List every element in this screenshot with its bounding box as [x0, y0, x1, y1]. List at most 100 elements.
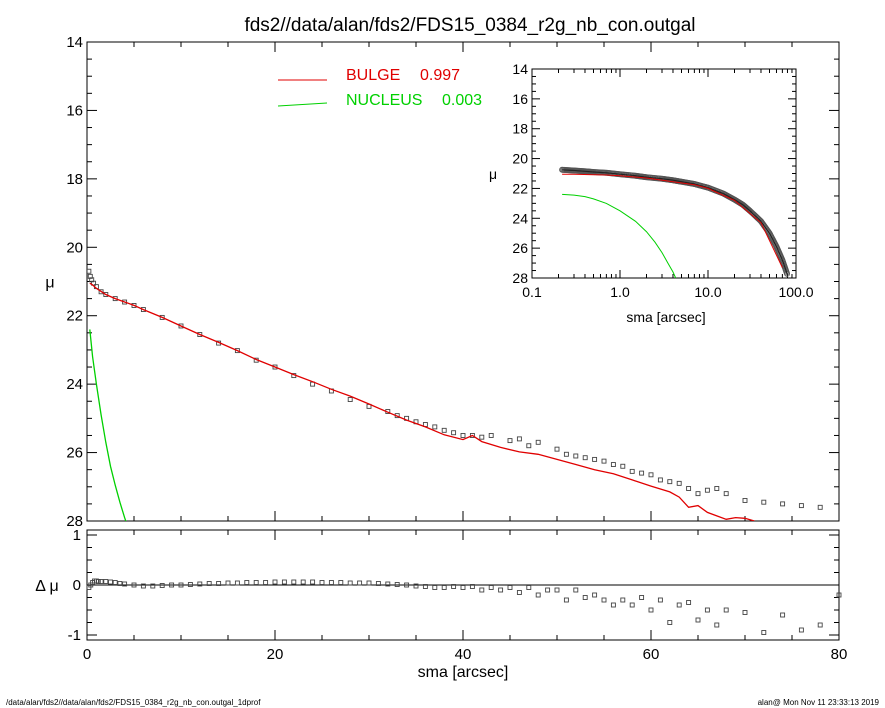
main-data-point	[87, 268, 92, 274]
residual-x-tick-label: 40	[455, 646, 472, 663]
inset-x-tick-label: 10.0	[694, 284, 721, 300]
residual-point	[563, 597, 569, 603]
main-data-point	[695, 491, 701, 497]
residual-point	[178, 582, 184, 588]
residual-point	[667, 620, 673, 625]
residual-point	[573, 587, 579, 593]
main-data-point	[122, 299, 128, 305]
residual-point	[263, 580, 269, 585]
inset-x-tick-label: 100.0	[778, 284, 813, 300]
main-data-markers	[87, 268, 823, 510]
residual-x-tick-label: 80	[831, 646, 848, 663]
inset-y-tick-label: 22	[512, 180, 528, 196]
main-data-point	[686, 486, 692, 491]
inset-y-tick-label: 24	[512, 210, 528, 226]
main-y-tick-label: 28	[66, 513, 83, 530]
main-data-point	[601, 458, 607, 464]
inset-y-tick-label: 14	[512, 61, 528, 77]
residual-point	[516, 590, 522, 595]
residual-point	[780, 612, 786, 618]
main-data-point	[197, 332, 203, 337]
residual-point	[253, 580, 259, 585]
main-data-point	[479, 434, 485, 440]
legend-nucleus-value: 0.003	[442, 92, 482, 109]
residual-point	[328, 580, 334, 585]
main-data-point	[87, 273, 93, 279]
residual-point	[695, 617, 701, 623]
main-data-point	[140, 307, 146, 313]
residual-point	[657, 597, 663, 603]
residual-point	[676, 602, 682, 608]
residual-point	[300, 579, 306, 585]
residual-point	[216, 581, 222, 586]
residual-point	[272, 579, 278, 585]
main-data-point	[432, 424, 438, 430]
main-data-point	[131, 303, 137, 308]
main-data-point	[178, 323, 184, 329]
main-y-tick-label: 14	[66, 34, 83, 51]
main-data-point	[234, 348, 240, 354]
residual-point	[310, 579, 316, 585]
inset-bulge-line	[562, 173, 783, 268]
residual-point	[441, 585, 447, 590]
main-data-point	[704, 487, 710, 493]
residual-point	[620, 597, 626, 603]
inset-y-tick-label: 26	[512, 240, 528, 256]
residual-point	[98, 579, 104, 584]
main-data-point	[563, 451, 569, 457]
main-data-point	[629, 468, 635, 474]
residual-point	[112, 580, 118, 585]
main-data-point	[667, 479, 673, 485]
residual-point	[150, 583, 156, 589]
residual-point	[244, 580, 250, 585]
inset-y-tick-label: 20	[512, 151, 528, 167]
main-data-point	[573, 453, 579, 459]
residual-point	[582, 595, 588, 600]
footer-right: alan@ Mon Nov 11 23:33:13 2019	[758, 698, 880, 707]
main-data-point	[639, 470, 645, 476]
inset-frame	[531, 68, 797, 279]
main-data-point	[103, 292, 109, 297]
inset-y-tick-label: 16	[512, 91, 528, 107]
residual-point	[206, 581, 212, 586]
main-data-point	[582, 455, 588, 461]
residual-point	[714, 622, 720, 628]
residual-point	[498, 587, 504, 593]
residual-y-axis-label: Δ μ	[35, 578, 58, 595]
legend: BULGE 0.997 NUCLEUS 0.003	[277, 67, 482, 109]
inset-y-axis-label: μ	[489, 166, 497, 182]
main-data-point	[460, 433, 466, 438]
residual-point	[601, 597, 607, 603]
residual-point	[234, 580, 240, 586]
residual-point	[610, 602, 616, 608]
main-data-point	[441, 427, 447, 433]
main-data-point	[780, 501, 786, 507]
main-data-point	[451, 430, 457, 436]
main-y-tick-label: 24	[66, 376, 83, 393]
inset-data-point	[784, 270, 791, 277]
legend-bulge-value: 0.997	[420, 67, 460, 84]
inset-x-tick-label: 0.1	[522, 284, 542, 300]
residual-x-tick-label: 20	[267, 646, 284, 663]
residual-point	[404, 582, 410, 588]
residual-point	[131, 582, 137, 588]
residual-point	[723, 607, 729, 613]
main-data-point	[469, 433, 475, 438]
residual-point	[357, 580, 363, 586]
legend-bulge-name: BULGE	[346, 67, 400, 84]
residual-point	[545, 587, 551, 593]
residual-point	[95, 579, 101, 584]
chart-title: fds2//data/alan/fds2/FDS15_0384_r2g_nb_c…	[244, 15, 695, 36]
main-data-point	[347, 397, 353, 402]
inset-nucleus-line	[562, 193, 677, 278]
main-data-point	[657, 477, 663, 483]
main-data-point	[620, 463, 626, 469]
residual-y-tick-label: -1	[68, 627, 81, 644]
main-data-point	[488, 433, 494, 438]
main-data-point	[742, 498, 748, 503]
residual-point	[686, 600, 692, 605]
residual-point	[385, 581, 391, 587]
legend-nucleus-name: NUCLEUS	[346, 92, 422, 109]
main-y-tick-label: 20	[66, 239, 83, 256]
residual-point	[169, 582, 175, 588]
